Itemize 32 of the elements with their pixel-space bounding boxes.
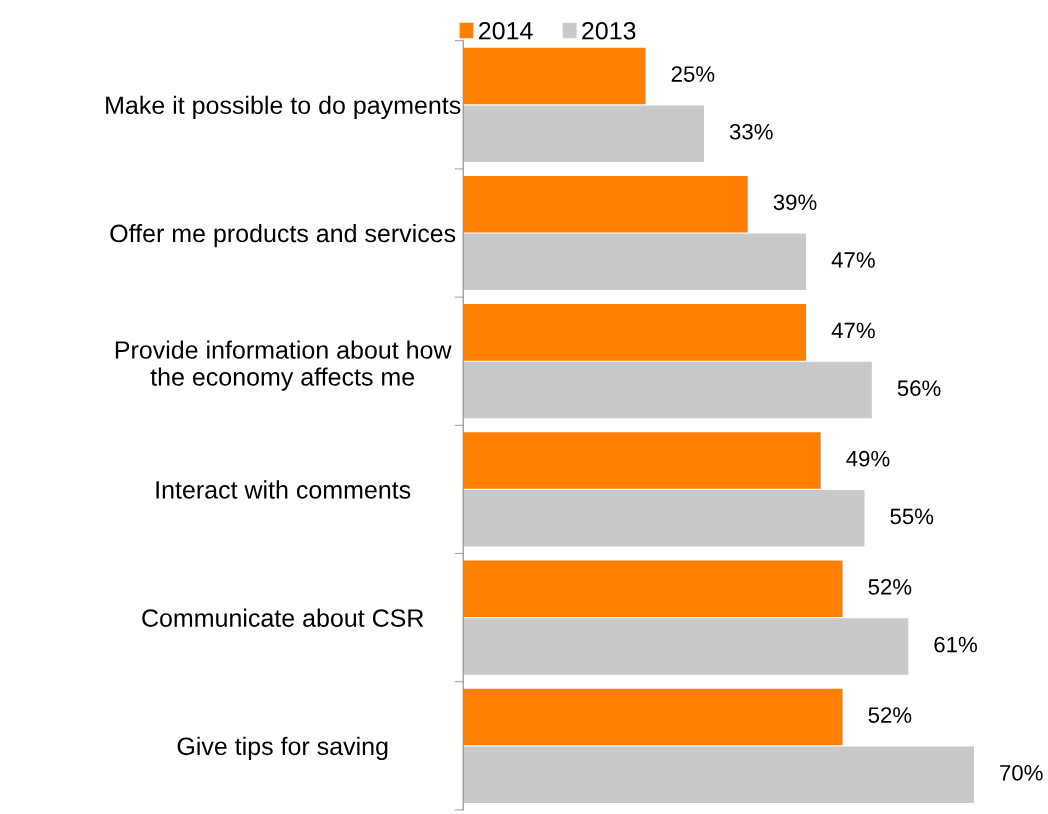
data-label: 70% bbox=[1000, 764, 1043, 781]
y-tick-label: Give tips for saving bbox=[177, 736, 388, 761]
data-label: 52% bbox=[868, 579, 912, 595]
data-label: 47% bbox=[831, 252, 875, 268]
data-label: 49% bbox=[846, 450, 890, 467]
bar bbox=[463, 47, 646, 105]
data-label: 39% bbox=[773, 194, 817, 211]
y-tick-label: Communicate about CSR bbox=[142, 608, 424, 627]
bar bbox=[463, 233, 807, 291]
data-label: 52% bbox=[868, 707, 912, 723]
y-tick-label: Make it possible to do payments bbox=[106, 95, 461, 120]
y-tick-label: Interact with comments bbox=[156, 480, 411, 499]
bar bbox=[463, 560, 843, 618]
y-tick-label: Provide information about how the economy affects me bbox=[115, 340, 452, 391]
bar bbox=[463, 746, 974, 803]
bar bbox=[463, 361, 872, 419]
bar bbox=[463, 618, 909, 675]
bar bbox=[463, 105, 704, 162]
legend-label: 2014 bbox=[479, 21, 533, 40]
data-label: 25% bbox=[671, 66, 715, 82]
bar bbox=[463, 432, 821, 489]
data-label: 33% bbox=[729, 123, 773, 140]
bar bbox=[463, 175, 748, 233]
data-label: 55% bbox=[890, 508, 934, 525]
bar bbox=[463, 489, 865, 547]
data-label: 61% bbox=[934, 636, 977, 653]
bar bbox=[463, 304, 807, 361]
legend-label: 2013 bbox=[582, 21, 636, 40]
bar bbox=[463, 688, 843, 746]
data-label: 47% bbox=[831, 322, 875, 339]
data-label: 56% bbox=[897, 380, 941, 397]
y-tick-label: Offer me products and services bbox=[110, 223, 456, 248]
